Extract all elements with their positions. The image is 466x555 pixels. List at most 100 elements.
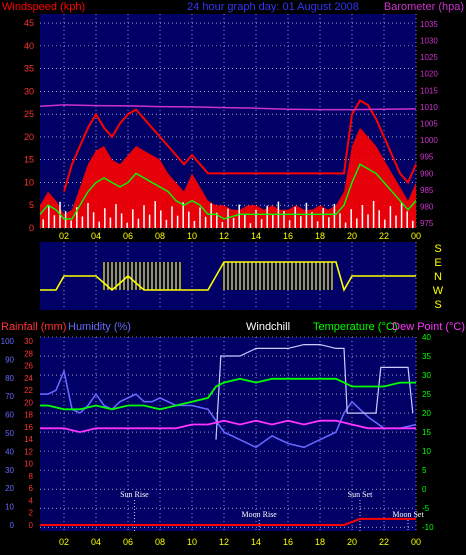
windspeed-axis-label: Windspeed (kph) (2, 1, 85, 13)
temperature-tick-label: 5 (422, 466, 427, 475)
windspeed-tick-labels: 0 5 10 15 20 25 30 35 40 45 (24, 18, 34, 233)
direction-series (40, 261, 416, 293)
windspeed-tick-label: 20 (24, 132, 34, 142)
humidity-tick-label: 60 (5, 411, 14, 420)
time-tick-label: 02 (59, 537, 69, 547)
barometer-tick-label: 995 (420, 153, 434, 162)
windspeed-tick-label: 35 (24, 64, 34, 74)
temperature-tick-label: 20 (422, 409, 431, 418)
temperature-tick-label: 40 (422, 333, 431, 342)
time-tick-label: 16 (283, 231, 293, 241)
humidity-tick-label: 40 (5, 447, 14, 456)
time-tick-label: 12 (219, 231, 229, 241)
temperature-line (40, 377, 416, 411)
rainfall-tick-label: 8 (29, 472, 34, 481)
humidity-tick-label: 0 (10, 521, 15, 530)
barometer-tick-label: 975 (420, 219, 434, 228)
rainfall-line (40, 517, 416, 526)
temperature-tick-label: -10 (422, 523, 434, 532)
temperature-tick-label: -5 (422, 504, 430, 513)
direction-tick-label: N (434, 271, 442, 283)
rainfall-axis-label: Rainfall (mm) (1, 321, 66, 333)
temperature-axis-label: Temperature (°C) (313, 321, 397, 333)
humidity-tick-label: 10 (5, 503, 14, 512)
rainfall-tick-label: 22 (24, 386, 33, 395)
temperature-tick-label: 25 (422, 390, 431, 399)
wind-series (39, 99, 417, 228)
time-tick-label: 12 (219, 537, 229, 547)
windspeed-tick-label: 15 (24, 155, 34, 165)
windchill-label: Windchill (246, 321, 290, 333)
barometer-tick-label: 1025 (420, 53, 438, 62)
humidity-tick-label: 80 (5, 374, 14, 383)
rainfall-tick-label: 20 (24, 398, 33, 407)
event-label-moon-set: Moon Set (392, 510, 424, 519)
wind-time-tick-labels: 02 04 06 08 10 12 14 16 18 20 22 00 (59, 231, 421, 241)
time-tick-label: 06 (123, 231, 133, 241)
time-tick-label: 20 (347, 231, 357, 241)
barometer-tick-label: 1005 (420, 119, 438, 128)
rainfall-tick-label: 4 (29, 496, 34, 505)
rainfall-tick-label: 24 (24, 374, 33, 383)
rainfall-tick-label: 28 (24, 349, 33, 358)
rainfall-tick-label: 6 (29, 484, 34, 493)
time-tick-label: 14 (251, 537, 261, 547)
barometer-line (39, 104, 417, 111)
barometer-tick-label: 1010 (420, 103, 438, 112)
windspeed-area (40, 127, 416, 228)
time-tick-label: 04 (91, 231, 101, 241)
barometer-tick-label: 1000 (420, 136, 438, 145)
time-tick-label: 00 (411, 537, 421, 547)
rainfall-tick-label: 0 (29, 521, 34, 530)
humidity-tick-label: 20 (5, 484, 14, 493)
barometer-tick-label: 1015 (420, 86, 438, 95)
temperature-tick-label: 10 (422, 447, 431, 456)
chart-title: 24 hour graph day: 01 August 2008 (187, 1, 359, 13)
windspeed-tick-label: 30 (24, 86, 34, 96)
event-label-sun-set: Sun Set (348, 490, 373, 499)
windspeed-gust-line (63, 99, 417, 192)
time-tick-label: 02 (59, 231, 69, 241)
dewpoint-line (40, 419, 416, 434)
direction-tick-label: W (433, 285, 444, 297)
barometer-axis-label: Barometer (hpa) (384, 1, 464, 13)
windspeed-tick-label: 0 (29, 223, 34, 233)
barometer-tick-label: 985 (420, 186, 434, 195)
humidity-axis-label: Humidity (%) (68, 321, 131, 333)
time-tick-label: 22 (379, 537, 389, 547)
time-tick-label: 10 (187, 231, 197, 241)
time-tick-label: 14 (251, 231, 261, 241)
time-tick-label: 06 (123, 537, 133, 547)
rainfall-tick-label: 12 (24, 447, 33, 456)
temperature-tick-label: 15 (422, 428, 431, 437)
temperature-time-tick-labels: 02 04 06 08 10 12 14 16 18 20 22 00 (59, 537, 421, 547)
humidity-tick-label: 30 (5, 466, 14, 475)
temperature-series (40, 344, 417, 526)
temperature-tick-label: 0 (422, 485, 427, 494)
rainfall-tick-label: 14 (24, 435, 33, 444)
direction-tick-label: S (434, 243, 441, 255)
event-label-sun-rise: Sun Rise (120, 490, 149, 499)
barometer-tick-label: 1035 (420, 20, 438, 29)
time-tick-label: 18 (315, 537, 325, 547)
windspeed-average-line (39, 163, 417, 220)
temperature-tick-label: 30 (422, 371, 431, 380)
barometer-tick-label: 980 (420, 202, 434, 211)
direction-tick-label: S (434, 299, 441, 311)
time-tick-label: 08 (155, 231, 165, 241)
direction-panel-grid (63, 242, 417, 310)
time-tick-label: 04 (91, 537, 101, 547)
windspeed-tick-label: 5 (29, 200, 34, 210)
time-tick-label: 00 (411, 231, 421, 241)
windspeed-tick-label: 25 (24, 109, 34, 119)
time-tick-label: 08 (155, 537, 165, 547)
rainfall-tick-label: 30 (24, 337, 33, 346)
temperature-tick-label: 35 (422, 352, 431, 361)
windchill-line (215, 344, 414, 440)
direction-tick-label: E (434, 257, 441, 269)
rainfall-tick-label: 16 (24, 423, 33, 432)
windspeed-tick-label: 10 (24, 177, 34, 187)
humidity-tick-label: 100 (1, 337, 15, 346)
barometer-tick-label: 990 (420, 169, 434, 178)
humidity-tick-label: 90 (5, 355, 14, 364)
